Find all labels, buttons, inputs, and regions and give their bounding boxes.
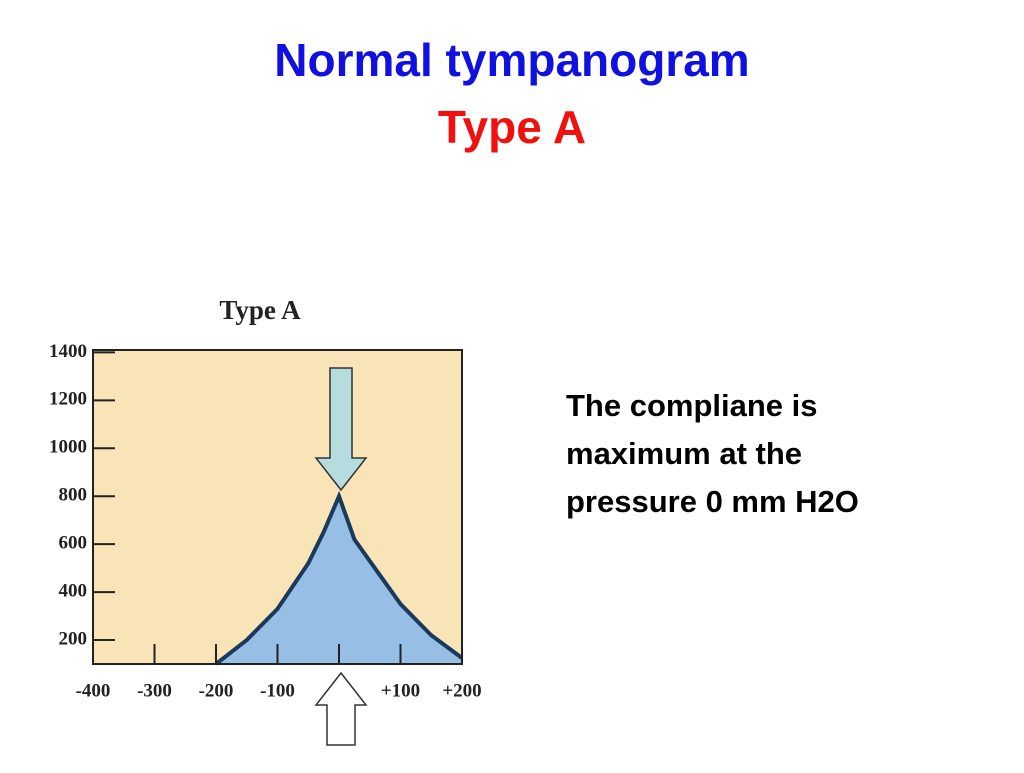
x-tick-label: -200 — [199, 680, 234, 701]
slide-title: Normal tympanogram — [274, 34, 749, 86]
plot: 200 400 600 800 1000 1200 1400 -400 -300 -200 -100… — [49, 341, 482, 702]
y-tick-label: 800 — [59, 485, 88, 506]
note-line: maximum at the — [566, 436, 802, 471]
x-tick-label: +200 — [442, 680, 481, 701]
chart-title: Type A — [219, 295, 301, 325]
x-tick-label: -400 — [76, 680, 111, 701]
y-tick-label: 200 — [59, 628, 88, 649]
y-tick-label: 600 — [59, 533, 88, 554]
line — [214, 490, 464, 666]
y-tick-label: 1400 — [49, 341, 87, 362]
x-tick-label: +100 — [381, 680, 420, 701]
x-tick-label: -100 — [260, 680, 295, 701]
area — [216, 496, 462, 664]
arrow-down — [314, 367, 368, 492]
y-tick-label: 1000 — [49, 437, 87, 458]
y-tick-label: 400 — [59, 580, 88, 601]
x-tick-label: -300 — [137, 680, 172, 701]
note-line: The compliane is — [566, 388, 818, 423]
y-tick-label: 1200 — [49, 389, 87, 410]
arrow-up — [314, 671, 368, 746]
note-line: pressure 0 mm H2O — [566, 484, 859, 519]
slide-subtitle: Type A — [438, 101, 586, 153]
